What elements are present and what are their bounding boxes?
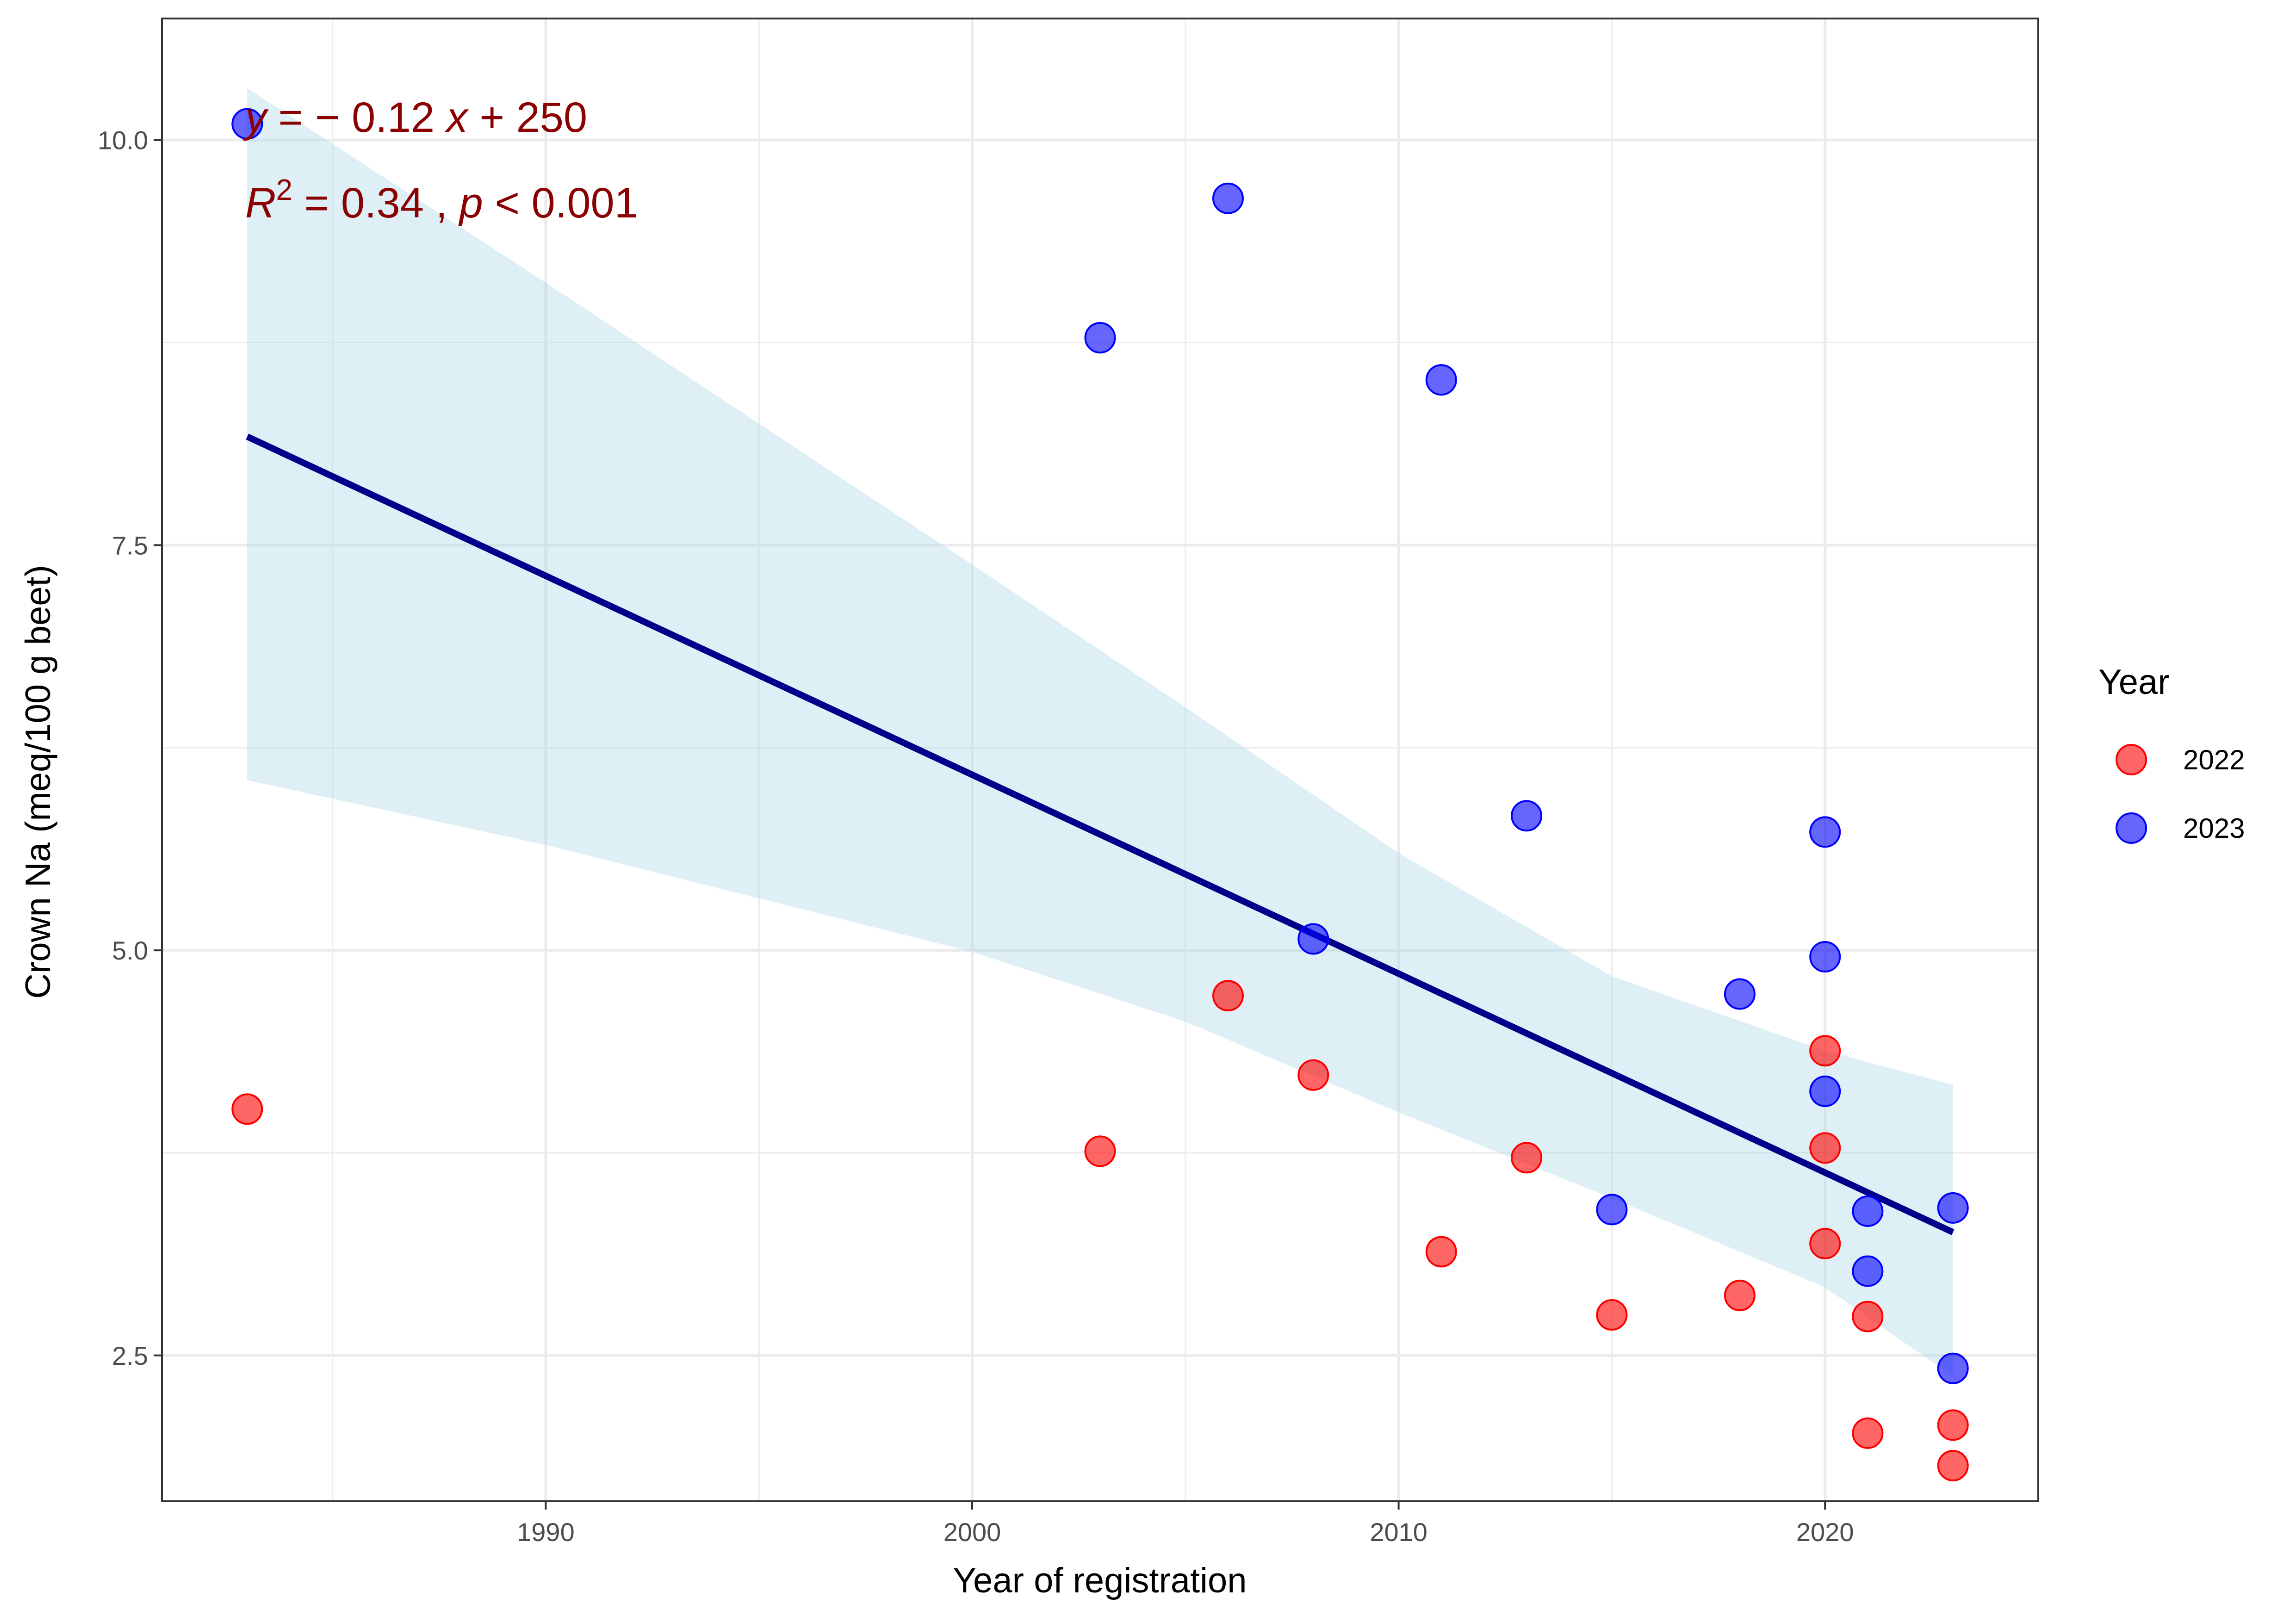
point-2022 [231, 1093, 263, 1125]
p-symbol: p [458, 180, 483, 227]
point-2022 [1212, 980, 1244, 1012]
x-axis-title: Year of registration [953, 1561, 1247, 1600]
x-tick-label: 1990 [517, 1517, 575, 1547]
legend-label-2023: 2023 [2183, 813, 2245, 844]
point-2022 [1937, 1449, 1969, 1481]
point-2022 [1852, 1417, 1884, 1449]
p-value: < 0.001 [483, 180, 638, 227]
y-tick-label: 5.0 [112, 936, 148, 965]
y-tick-label: 10.0 [98, 126, 148, 155]
r-superscript: 2 [276, 173, 292, 206]
point-2023 [1809, 1075, 1841, 1107]
point-2023 [1809, 816, 1841, 848]
regression-line [246, 433, 1955, 1235]
point-2023 [1084, 322, 1116, 354]
point-2023 [1596, 1194, 1628, 1226]
point-2022 [1297, 1059, 1329, 1091]
point-2022 [1084, 1135, 1116, 1167]
point-2023 [1937, 1192, 1969, 1224]
legend-key-2023 [2116, 812, 2147, 844]
r-squared-value: = 0.34 , [292, 180, 459, 227]
y-axis-ticks: 2.5 5.0 7.5 10.0 [98, 126, 162, 1370]
point-2023 [1852, 1195, 1884, 1227]
r-symbol: R [245, 180, 276, 227]
point-2022 [1425, 1236, 1457, 1268]
point-2022 [1937, 1409, 1969, 1441]
equation-x-symbol: x [445, 94, 469, 141]
point-2023 [1809, 941, 1841, 973]
point-2023 [1511, 800, 1543, 832]
point-2022 [1596, 1299, 1628, 1331]
point-2022 [1852, 1300, 1884, 1332]
x-axis-ticks: 1990 2000 2010 2020 [517, 1501, 1854, 1547]
x-tick-label: 2020 [1796, 1517, 1854, 1547]
x-tick-label: 2000 [943, 1517, 1001, 1547]
equation-slope: = − 0.12 [267, 94, 447, 141]
point-2023 [1425, 364, 1457, 396]
legend: Year 2022 2023 [2098, 662, 2245, 844]
confidence-band [247, 88, 1953, 1377]
point-2022 [1809, 1132, 1841, 1164]
regression-equation: y = − 0.12 x + 250 [242, 94, 587, 141]
point-2022 [1511, 1142, 1543, 1174]
point-2023 [1937, 1352, 1969, 1384]
equation-y-symbol: y [242, 94, 269, 141]
data-points [231, 108, 1969, 1481]
point-2023 [231, 108, 263, 140]
y-tick-label: 2.5 [112, 1341, 148, 1370]
panel-border [161, 18, 2039, 1502]
r-squared-p-value: R2 = 0.34 , p < 0.001 [245, 173, 638, 227]
legend-label-2022: 2022 [2183, 744, 2245, 775]
y-tick-label: 7.5 [112, 531, 148, 560]
regression-annotation: y = − 0.12 x + 250 R2 = 0.34 , p < 0.001 [242, 94, 638, 227]
point-2022 [1724, 1280, 1756, 1312]
point-2023 [1852, 1255, 1884, 1287]
legend-key-2022 [2116, 744, 2147, 775]
legend-title: Year [2098, 662, 2170, 702]
point-2023 [1297, 923, 1329, 955]
equation-intercept: + 250 [468, 94, 587, 141]
point-2023 [1724, 978, 1756, 1010]
point-2022 [1809, 1035, 1841, 1067]
point-2023 [1212, 182, 1244, 214]
point-2022 [1809, 1228, 1841, 1260]
x-tick-label: 2010 [1370, 1517, 1427, 1547]
y-axis-title: Crown Na (meq/100 g beet) [19, 565, 58, 999]
